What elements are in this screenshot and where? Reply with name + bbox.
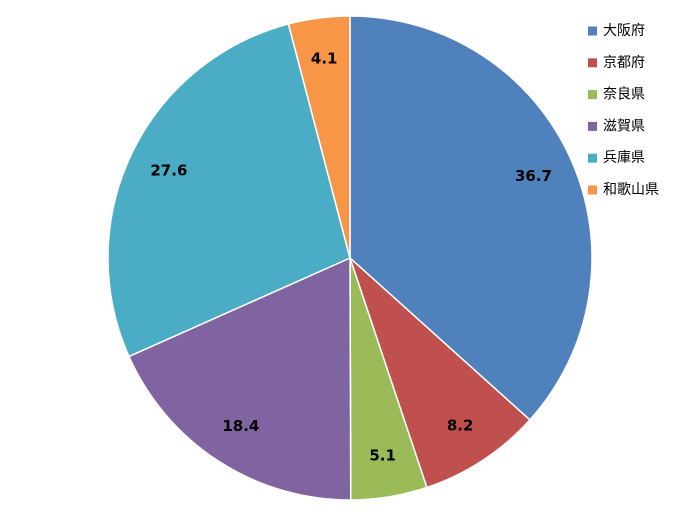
pie-slice	[348, 255, 531, 489]
legend-swatch	[588, 185, 597, 195]
pie-slice	[127, 256, 352, 501]
pie-slice	[287, 15, 351, 259]
legend-swatch	[588, 58, 597, 68]
pie-slice	[107, 23, 351, 358]
legend-swatch	[588, 121, 597, 131]
legend-swatch	[588, 90, 597, 100]
data-label: 18.4	[222, 417, 259, 435]
legend-swatch	[588, 26, 597, 36]
legend-label: 和歌山県	[603, 182, 659, 198]
legend-label: 奈良県	[603, 87, 645, 103]
legend-label: 滋賀県	[603, 118, 645, 134]
data-label: 36.7	[515, 167, 552, 185]
legend-swatch	[588, 153, 597, 163]
data-label: 27.6	[150, 162, 187, 180]
data-label: 8.2	[447, 416, 474, 434]
legend-label: 兵庫県	[603, 149, 645, 166]
legend-label: 京都府	[603, 55, 645, 71]
data-label: 4.1	[311, 49, 338, 67]
pie-slice	[349, 15, 593, 421]
legend-label: 大阪府	[603, 23, 645, 39]
data-label: 5.1	[369, 447, 396, 465]
